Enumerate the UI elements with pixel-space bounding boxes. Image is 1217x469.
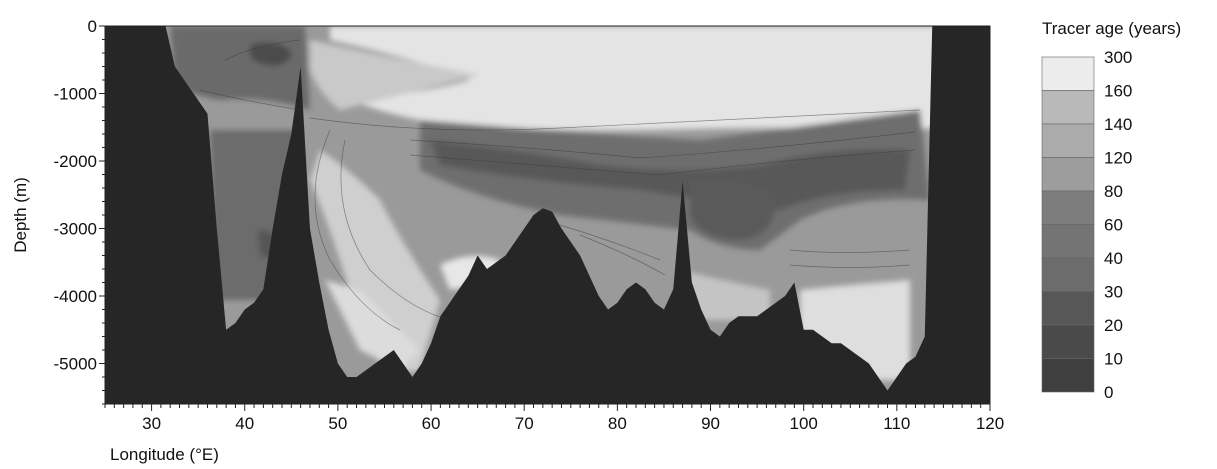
y-axis: 0 -1000 -2000 -3000 -4000 -5000 [54, 17, 105, 405]
x-tick-label: 100 [789, 414, 817, 433]
legend-level-label: 300 [1104, 48, 1132, 67]
legend-level-label: 80 [1104, 182, 1123, 201]
legend: Tracer age (years) 300 160 140 120 80 60 40 30 2… [1041, 19, 1181, 402]
x-tick-label: 80 [608, 414, 627, 433]
deep-young-west [310, 150, 440, 372]
legend-level-label: 140 [1104, 115, 1132, 134]
contour-line [409, 131, 916, 159]
x-tick-label: 50 [328, 414, 347, 433]
x-tick-label: 70 [515, 414, 534, 433]
legend-level-label: 40 [1104, 249, 1123, 268]
y-axis-title: Depth (m) [11, 177, 30, 253]
y-tick-label: 0 [88, 17, 97, 36]
surface-wedge-young [310, 40, 480, 110]
x-tick-label: 110 [883, 414, 910, 433]
y-tick-label: -3000 [54, 220, 97, 239]
legend-level-label: 160 [1104, 82, 1132, 101]
legend-swatch [1041, 190, 1095, 225]
legend-level-label: 0 [1104, 383, 1113, 402]
x-tick-label: 30 [142, 414, 161, 433]
x-tick-label: 90 [701, 414, 720, 433]
deep-young-west-core [325, 280, 420, 370]
y-tick-label: -1000 [54, 85, 97, 104]
legend-level-label: 120 [1104, 149, 1132, 168]
land-mask [105, 26, 990, 404]
legend-swatch [1041, 56, 1095, 91]
intermediate-oldest-water [430, 140, 910, 210]
legend-swatch [1041, 157, 1095, 192]
contour-line [199, 89, 301, 111]
x-tick-label: 120 [976, 414, 1004, 433]
contour-line [789, 249, 911, 253]
age-regions [170, 26, 990, 380]
contour-line [314, 129, 401, 331]
legend-level-label: 10 [1104, 350, 1123, 369]
legend-swatch [1041, 358, 1095, 393]
legend-swatch [1041, 224, 1095, 259]
legend-swatch [1041, 257, 1095, 292]
x-tick-label: 40 [235, 414, 254, 433]
contour-line [559, 224, 661, 261]
contour-line [579, 234, 666, 276]
deep-young-central [680, 270, 770, 320]
contour-line [789, 264, 911, 268]
legend-title: Tracer age (years) [1042, 19, 1181, 38]
contour-line [409, 149, 916, 176]
legend-swatch [1041, 324, 1095, 359]
contour-line [340, 139, 451, 321]
x-axis-title: Longitude (°E) [110, 445, 219, 464]
legend-swatch [1041, 90, 1095, 125]
x-tick-label: 60 [422, 414, 441, 433]
plot-area [105, 26, 990, 404]
western-shelf-oldest [250, 42, 291, 66]
contour-line [224, 39, 301, 61]
y-tick-label: -5000 [54, 355, 97, 374]
legend-level-label: 20 [1104, 316, 1123, 335]
contour-line [309, 109, 921, 131]
legend-swatch [1041, 291, 1095, 326]
legend-swatch [1041, 123, 1095, 158]
surface-young-water [330, 26, 990, 131]
contour-lines [199, 39, 921, 331]
deep-middle-old [690, 179, 776, 240]
y-tick-label: -2000 [54, 152, 97, 171]
x-axis: 30 40 50 60 70 80 90 100 110 120 [104, 404, 1004, 433]
y-tick-label: -4000 [54, 287, 97, 306]
legend-level-label: 60 [1104, 216, 1123, 235]
legend-level-label: 30 [1104, 283, 1123, 302]
